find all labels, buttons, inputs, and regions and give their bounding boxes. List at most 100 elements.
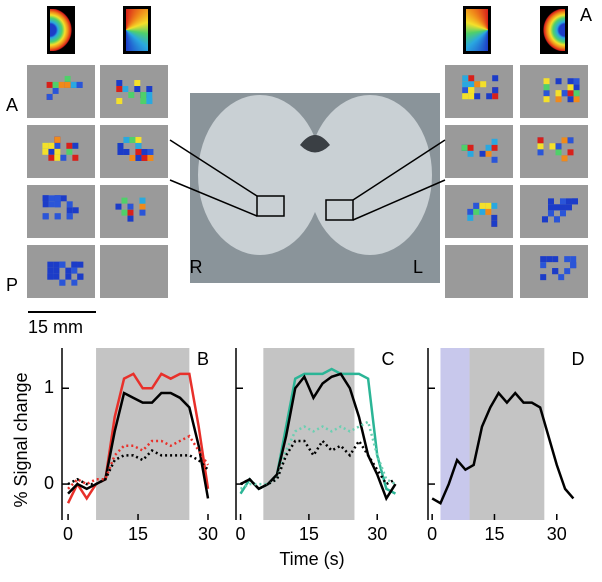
activation-voxel (60, 154, 67, 161)
activation-voxel (558, 274, 565, 281)
activation-voxel (564, 256, 571, 263)
activation-voxel (140, 98, 147, 105)
activation-voxel (468, 75, 475, 82)
x-axis-label: Time (s) (279, 549, 344, 569)
activation-voxel (46, 93, 53, 100)
activation-voxel (468, 81, 475, 88)
series-line (66, 372, 210, 504)
activation-voxel (66, 207, 73, 214)
activation-voxel (467, 214, 474, 221)
activation-voxel (129, 136, 136, 143)
activation-voxel (462, 93, 469, 100)
activation-voxel (42, 148, 49, 155)
activation-voxel (146, 98, 153, 105)
activation-voxel (462, 75, 469, 82)
activation-voxel (462, 81, 469, 88)
activation-voxel (547, 204, 554, 211)
activation-voxel (54, 213, 61, 220)
activation-voxel (491, 144, 498, 151)
activation-voxel (543, 90, 550, 97)
activation-voxel (468, 93, 475, 100)
roi-box (256, 195, 285, 217)
activation-voxel (537, 137, 544, 144)
activation-voxel (492, 75, 499, 82)
activation-voxel (54, 136, 61, 143)
activation-voxel (541, 216, 548, 223)
activation-voxel (540, 262, 547, 269)
activation-voxel (123, 136, 130, 143)
activation-voxel (559, 204, 566, 211)
activation-voxel (72, 154, 79, 161)
panel-label: D (572, 349, 585, 369)
y-tick-label: 1 (44, 377, 54, 397)
activation-voxel (52, 87, 59, 94)
activation-voxel (473, 202, 480, 209)
activation-voxel (76, 81, 83, 88)
activation-voxel (141, 154, 148, 161)
hemisphere (308, 95, 432, 255)
activation-voxel (571, 198, 578, 205)
slice-tile (100, 185, 168, 238)
activation-voxel (491, 220, 498, 227)
activation-voxel (570, 262, 577, 269)
activation-voxel (48, 154, 55, 161)
activation-voxel (128, 92, 135, 99)
pointer (352, 139, 446, 201)
slice-tile (445, 65, 513, 118)
activation-voxel (555, 78, 562, 85)
activation-voxel (64, 81, 71, 88)
activation-voxel (66, 142, 73, 149)
side-label: R (190, 257, 203, 277)
activation-voxel (462, 87, 469, 94)
activation-voxel (555, 149, 562, 156)
activation-voxel (555, 90, 562, 97)
activation-voxel (561, 90, 568, 97)
activation-voxel (147, 148, 154, 155)
activation-voxel (139, 197, 146, 204)
x-tick-label: 30 (198, 524, 218, 544)
slice-tile (27, 245, 95, 298)
axis-anterior: A (6, 95, 18, 115)
activation-voxel (140, 92, 147, 99)
activation-voxel (573, 96, 580, 103)
x-tick-label: 30 (547, 524, 567, 544)
stimulus-span (469, 348, 545, 520)
activation-voxel (546, 256, 553, 263)
x-tick-label: 30 (367, 524, 387, 544)
activation-voxel (48, 148, 55, 155)
activation-voxel (147, 154, 154, 161)
activation-voxel (66, 213, 73, 220)
activation-voxel (555, 96, 562, 103)
activation-voxel (561, 155, 568, 162)
activation-voxel (135, 136, 142, 143)
pointer (352, 179, 446, 221)
activation-voxel (48, 142, 55, 149)
activation-voxel (58, 81, 65, 88)
activation-voxel (567, 90, 574, 97)
activation-voxel (461, 144, 468, 151)
activation-voxel (64, 75, 71, 82)
activation-voxel (42, 201, 49, 208)
activation-voxel (135, 148, 142, 155)
activation-voxel (116, 80, 123, 87)
activation-voxel (485, 202, 492, 209)
activation-voxel (468, 87, 475, 94)
pointer (169, 139, 258, 197)
slice-tile (445, 245, 513, 298)
ventricle (300, 135, 330, 153)
activation-voxel (72, 142, 79, 149)
activation-voxel (122, 86, 129, 93)
activation-voxel (485, 144, 492, 151)
activation-voxel (48, 201, 55, 208)
activation-voxel (65, 273, 72, 280)
legend-icon (47, 6, 75, 54)
activation-voxel (467, 208, 474, 215)
slice-tile (27, 125, 95, 178)
y-tick-label: 0 (44, 473, 54, 493)
series-line (239, 438, 397, 491)
activation-voxel (116, 98, 123, 105)
activation-voxel (53, 261, 60, 268)
activation-voxel (66, 148, 73, 155)
activation-voxel (565, 204, 572, 211)
